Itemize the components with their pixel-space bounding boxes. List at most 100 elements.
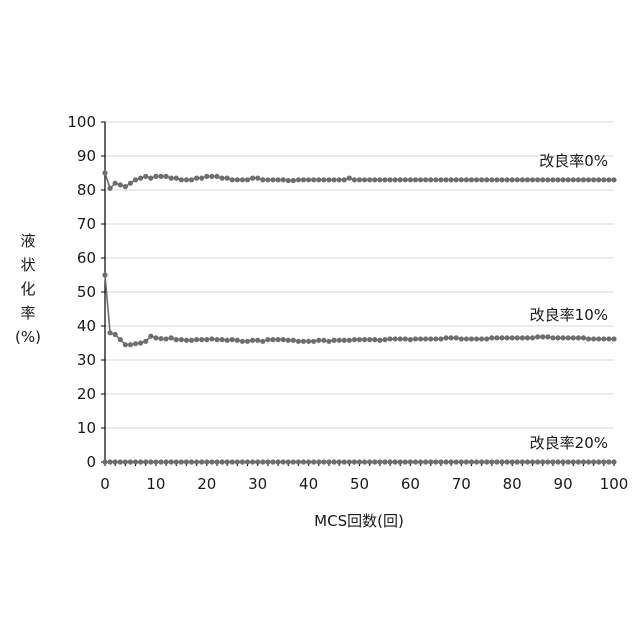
data-point: [581, 335, 586, 340]
data-point: [443, 177, 448, 182]
data-point: [352, 459, 357, 464]
data-point: [163, 459, 168, 464]
data-point: [153, 174, 158, 179]
data-point: [494, 459, 499, 464]
data-point: [510, 459, 515, 464]
data-point: [342, 338, 347, 343]
data-point: [133, 177, 138, 182]
data-point: [499, 177, 504, 182]
data-point: [270, 177, 275, 182]
data-point: [505, 177, 510, 182]
x-tick-label: 70: [452, 475, 471, 493]
data-point: [398, 459, 403, 464]
data-point: [555, 459, 560, 464]
data-point: [184, 338, 189, 343]
data-point: [235, 177, 240, 182]
data-point: [230, 337, 235, 342]
data-point: [296, 459, 301, 464]
data-point: [479, 177, 484, 182]
data-point: [510, 177, 515, 182]
data-point: [454, 177, 459, 182]
data-point: [571, 335, 576, 340]
data-point: [260, 177, 265, 182]
data-point: [423, 459, 428, 464]
data-point: [291, 178, 296, 183]
data-point: [163, 336, 168, 341]
axes: [101, 122, 614, 466]
data-point: [225, 176, 230, 181]
data-point: [398, 177, 403, 182]
data-point: [189, 177, 194, 182]
data-point: [296, 177, 301, 182]
data-point: [306, 177, 311, 182]
data-point: [611, 336, 616, 341]
data-point: [372, 337, 377, 342]
data-point: [408, 459, 413, 464]
x-tick-label: 100: [600, 475, 629, 493]
data-point: [561, 459, 566, 464]
data-point: [133, 459, 138, 464]
y-axis-title-char: (%): [15, 328, 41, 346]
data-point: [464, 336, 469, 341]
data-point: [413, 459, 418, 464]
data-point: [357, 459, 362, 464]
data-point: [459, 336, 464, 341]
data-point: [321, 177, 326, 182]
data-point: [118, 337, 123, 342]
data-point: [326, 339, 331, 344]
data-point: [545, 459, 550, 464]
data-point: [454, 335, 459, 340]
data-point: [311, 177, 316, 182]
data-point: [459, 459, 464, 464]
data-point: [525, 335, 530, 340]
data-point: [387, 459, 392, 464]
data-point: [576, 459, 581, 464]
data-point: [515, 335, 520, 340]
data-point: [362, 459, 367, 464]
data-point: [326, 177, 331, 182]
data-point: [469, 459, 474, 464]
data-point: [372, 459, 377, 464]
data-point: [576, 177, 581, 182]
data-point: [367, 459, 372, 464]
y-axis-title: 液状化率(%): [15, 232, 41, 346]
data-point: [184, 459, 189, 464]
y-axis-title-char: 化: [20, 280, 35, 298]
data-point: [494, 335, 499, 340]
data-point: [408, 177, 413, 182]
data-point: [219, 337, 224, 342]
data-point: [291, 459, 296, 464]
series-labels: 改良率0%改良率10%改良率20%: [530, 152, 608, 452]
data-point: [347, 176, 352, 181]
data-point: [235, 338, 240, 343]
data-point: [169, 335, 174, 340]
grid-lines: [105, 122, 614, 428]
data-point: [449, 335, 454, 340]
data-point: [423, 177, 428, 182]
data-point: [611, 177, 616, 182]
data-point: [479, 336, 484, 341]
data-point: [245, 177, 250, 182]
data-point: [428, 459, 433, 464]
data-point: [281, 337, 286, 342]
data-point: [459, 177, 464, 182]
data-point: [199, 337, 204, 342]
data-point: [153, 335, 158, 340]
data-point: [433, 459, 438, 464]
data-point: [555, 335, 560, 340]
data-point: [469, 336, 474, 341]
data-point: [169, 459, 174, 464]
data-point: [464, 459, 469, 464]
data-point: [387, 177, 392, 182]
data-point: [128, 459, 133, 464]
data-point: [494, 177, 499, 182]
data-point: [250, 338, 255, 343]
data-point: [423, 336, 428, 341]
data-point: [342, 459, 347, 464]
data-point: [545, 177, 550, 182]
data-point: [113, 332, 118, 337]
data-point: [128, 342, 133, 347]
data-point: [174, 176, 179, 181]
x-tick-label: 50: [350, 475, 369, 493]
